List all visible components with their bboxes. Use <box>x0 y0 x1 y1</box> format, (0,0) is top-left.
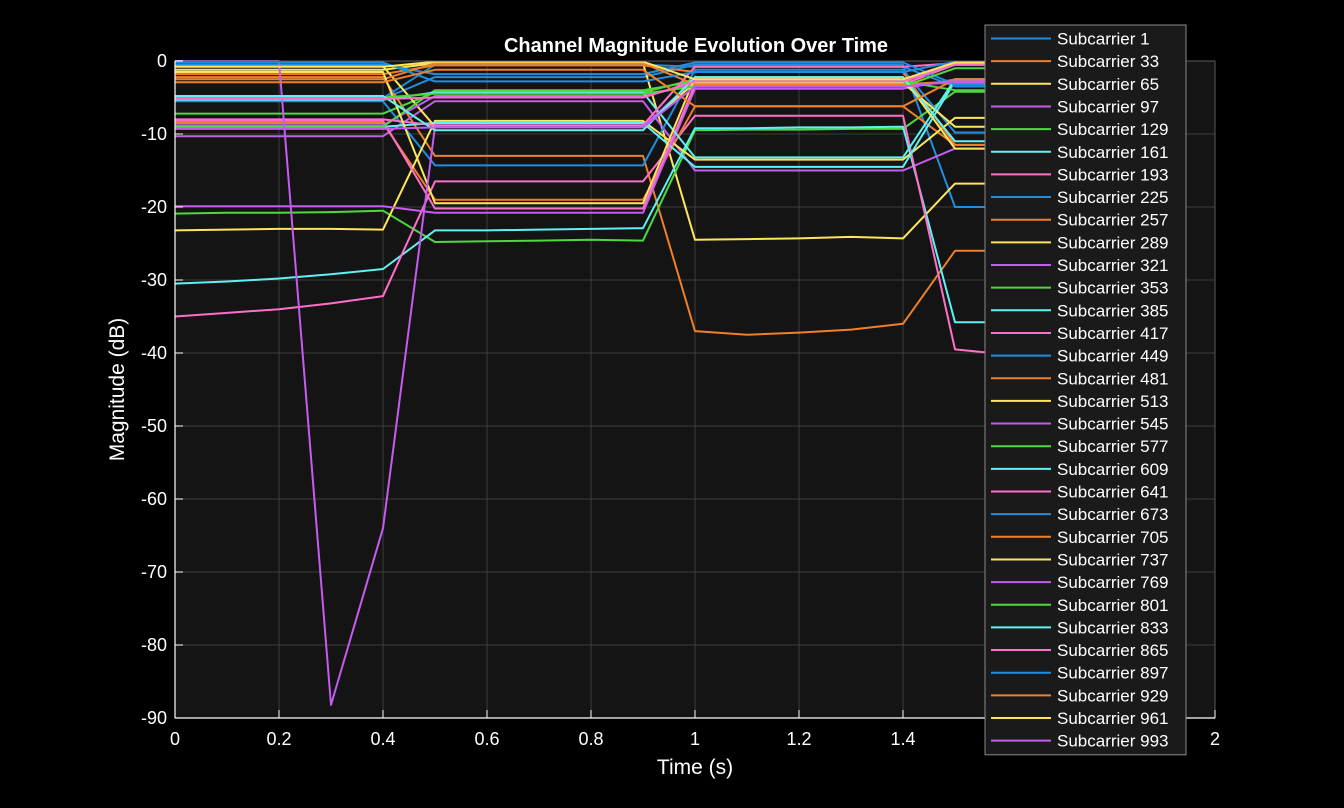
y-tick-label: -80 <box>141 635 167 655</box>
series-line <box>175 76 1007 336</box>
x-tick-label: 1 <box>690 729 700 749</box>
series-line <box>174 116 1007 232</box>
y-tick-label: -20 <box>141 197 167 217</box>
x-tick-label: 0 <box>170 729 180 749</box>
series-line <box>174 125 1007 324</box>
series-line <box>175 68 1007 167</box>
legend-entry-label: Subcarrier 673 <box>1057 505 1169 524</box>
x-tick-label: 0.4 <box>370 729 395 749</box>
chart-title: Channel Magnitude Evolution Over Time <box>504 35 888 57</box>
legend-entry-label: Subcarrier 769 <box>1057 573 1169 592</box>
series-line <box>175 76 1007 143</box>
series-line <box>174 114 1008 356</box>
x-tick-label: 1.4 <box>890 729 915 749</box>
legend-entry-label: Subcarrier 929 <box>1057 686 1169 705</box>
y-tick-label: -90 <box>141 708 167 728</box>
series-line <box>175 60 1007 83</box>
y-tick-label: 0 <box>157 51 167 71</box>
legend-entry-label: Subcarrier 801 <box>1057 596 1169 615</box>
legend-entry-label: Subcarrier 193 <box>1057 165 1169 184</box>
legend-entry-label: Subcarrier 897 <box>1057 664 1169 683</box>
x-tick-label: 2 <box>1210 729 1220 749</box>
x-tick-label: 0.6 <box>474 729 499 749</box>
series-line <box>175 61 1007 86</box>
legend-entry-label: Subcarrier 129 <box>1057 120 1169 139</box>
series-line <box>175 63 1007 100</box>
legend-entry-label: Subcarrier 609 <box>1057 460 1169 479</box>
y-axis-ticks: 0 -10 -20 -30 -40 -50 -60 -70 -80 -90 <box>141 51 183 728</box>
series-line <box>175 80 1007 130</box>
legend-entry-label: Subcarrier 65 <box>1057 75 1159 94</box>
legend-entry-label: Subcarrier 33 <box>1057 52 1159 71</box>
legend-entry-label: Subcarrier 225 <box>1057 188 1169 207</box>
legend-entry-label: Subcarrier 865 <box>1057 641 1169 660</box>
series-line <box>175 78 1007 214</box>
legend-entry-label: Subcarrier 161 <box>1057 143 1169 162</box>
legend-entry-label: Subcarrier 97 <box>1057 97 1159 116</box>
y-tick-label: -40 <box>141 343 167 363</box>
y-tick-label: -60 <box>141 489 167 509</box>
x-axis-ticks: 0 0.2 0.4 0.6 0.8 1 1.2 1.4 2 <box>170 710 1220 749</box>
legend-entry-label: Subcarrier 289 <box>1057 233 1169 252</box>
x-tick-label: 1.2 <box>786 729 811 749</box>
legend-entry-label: Subcarrier 417 <box>1057 324 1169 343</box>
legend-entry-label: Subcarrier 257 <box>1057 211 1169 230</box>
legend-entry-label: Subcarrier 577 <box>1057 437 1169 456</box>
legend-entry-label: Subcarrier 737 <box>1057 550 1169 569</box>
series-line <box>175 68 1007 108</box>
y-tick-label: -50 <box>141 416 167 436</box>
legend-entry-label: Subcarrier 481 <box>1057 369 1169 388</box>
legend-entry-label: Subcarrier 993 <box>1057 732 1169 751</box>
legend-entry-label: Subcarrier 385 <box>1057 301 1169 320</box>
legend-entry-label: Subcarrier 513 <box>1057 392 1169 411</box>
x-axis-label: Time (s) <box>657 756 733 779</box>
x-tick-label: 0.2 <box>266 729 291 749</box>
series-lines <box>174 60 1008 706</box>
series-line <box>174 90 1007 243</box>
legend-entry-label: Subcarrier 705 <box>1057 528 1169 547</box>
legend-entry-label: Subcarrier 641 <box>1057 483 1169 502</box>
legend-entry-label: Subcarrier 353 <box>1057 279 1169 298</box>
series-line <box>175 62 1007 127</box>
y-tick-label: -10 <box>141 124 167 144</box>
series-line <box>175 60 1007 81</box>
legend-entry-label: Subcarrier 449 <box>1057 347 1169 366</box>
legend: Subcarrier 1 Subcarrier 33 Subcarrier 65 Su… <box>984 24 1187 756</box>
legend-entry-label: Subcarrier 545 <box>1057 415 1169 434</box>
legend-entry-label: Subcarrier 321 <box>1057 256 1169 275</box>
y-axis-label: Magnitude (dB) <box>106 318 129 462</box>
y-tick-label: -30 <box>141 270 167 290</box>
legend-entry-label: Subcarrier 833 <box>1057 618 1169 637</box>
legend-entry-label: Subcarrier 1 <box>1057 30 1150 49</box>
y-tick-label: -70 <box>141 562 167 582</box>
legend-entry-label: Subcarrier 961 <box>1057 709 1169 728</box>
series-line <box>175 62 1007 86</box>
x-tick-label: 0.8 <box>578 729 603 749</box>
series-line <box>175 100 1007 172</box>
legend-box <box>984 24 1187 756</box>
